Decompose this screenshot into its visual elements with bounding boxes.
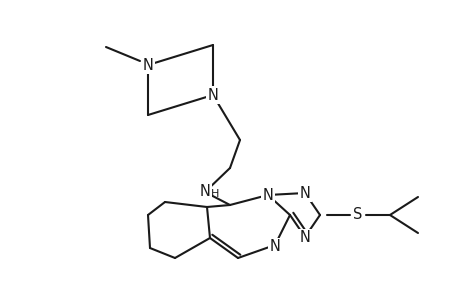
Text: N: N: [269, 239, 280, 254]
Text: N: N: [262, 188, 273, 202]
Text: N: N: [207, 88, 218, 103]
Text: H: H: [210, 189, 218, 199]
Text: N: N: [142, 58, 153, 73]
Text: N: N: [199, 184, 210, 200]
Text: N: N: [299, 230, 310, 245]
Text: N: N: [299, 185, 310, 200]
Text: S: S: [353, 208, 362, 223]
